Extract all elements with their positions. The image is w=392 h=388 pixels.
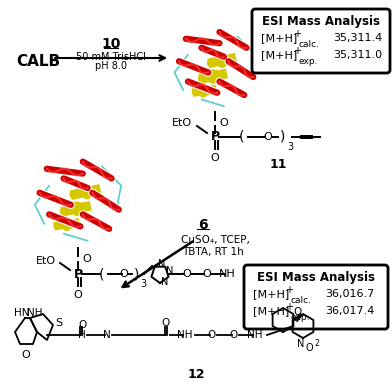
- Text: NH: NH: [219, 269, 235, 279]
- Text: 10: 10: [101, 37, 121, 51]
- Text: N: N: [166, 266, 174, 276]
- Ellipse shape: [27, 157, 129, 243]
- Text: 35,311.4: 35,311.4: [333, 33, 382, 43]
- Text: (: (: [99, 267, 105, 281]
- Text: exp.: exp.: [299, 57, 318, 66]
- Text: exp.: exp.: [291, 313, 310, 322]
- Text: O: O: [208, 330, 216, 340]
- Text: O: O: [22, 350, 30, 360]
- Text: N: N: [158, 259, 166, 269]
- Text: O: O: [294, 307, 302, 317]
- Text: O: O: [79, 320, 87, 330]
- Text: pH 8.0: pH 8.0: [95, 61, 127, 71]
- Text: CuSO₄, TCEP,: CuSO₄, TCEP,: [181, 235, 249, 245]
- Text: calc.: calc.: [299, 40, 320, 49]
- Text: O: O: [120, 269, 128, 279]
- Text: NH: NH: [177, 330, 193, 340]
- Ellipse shape: [168, 28, 262, 109]
- Text: ESI Mass Analysis: ESI Mass Analysis: [262, 16, 380, 28]
- Text: O: O: [183, 269, 191, 279]
- Text: (: (: [239, 130, 245, 144]
- Text: 12: 12: [187, 369, 205, 381]
- Text: CALB: CALB: [16, 54, 60, 69]
- Text: +: +: [293, 29, 301, 39]
- Text: O: O: [162, 318, 170, 328]
- Text: 50 mM TrisHCl: 50 mM TrisHCl: [76, 52, 146, 62]
- Text: 6: 6: [198, 218, 208, 232]
- Text: ): ): [134, 267, 140, 281]
- Text: O: O: [230, 330, 238, 340]
- Text: HN: HN: [14, 308, 30, 318]
- Text: EtO: EtO: [172, 118, 192, 128]
- Text: N: N: [297, 339, 305, 349]
- Text: [M+H]: [M+H]: [253, 289, 289, 299]
- Text: N: N: [162, 277, 169, 287]
- Text: ): ): [280, 130, 285, 144]
- Text: TBTA, RT 1h: TBTA, RT 1h: [182, 247, 244, 257]
- FancyBboxPatch shape: [252, 9, 390, 73]
- Text: [M+H]: [M+H]: [261, 33, 297, 43]
- Text: NH: NH: [27, 308, 43, 318]
- Text: 3: 3: [140, 279, 146, 289]
- Text: S: S: [55, 318, 62, 328]
- Text: 11: 11: [269, 158, 287, 171]
- Text: calc.: calc.: [291, 296, 312, 305]
- Text: O: O: [264, 132, 272, 142]
- Text: NH: NH: [247, 330, 263, 340]
- Text: 2: 2: [315, 340, 319, 348]
- Text: O: O: [305, 343, 313, 353]
- Text: O: O: [219, 118, 228, 128]
- Text: P: P: [73, 267, 83, 281]
- Text: 36,016.7: 36,016.7: [325, 289, 374, 299]
- FancyBboxPatch shape: [244, 265, 388, 329]
- Text: O: O: [82, 254, 91, 264]
- Text: H: H: [78, 330, 86, 340]
- Text: O: O: [74, 290, 82, 300]
- Text: 35,311.0: 35,311.0: [333, 50, 382, 60]
- Text: [M+H]: [M+H]: [253, 306, 289, 316]
- Text: EtO: EtO: [36, 256, 56, 266]
- Text: O: O: [203, 269, 211, 279]
- Text: +: +: [285, 285, 293, 295]
- Text: O: O: [211, 153, 220, 163]
- Text: +: +: [293, 46, 301, 56]
- Text: 3: 3: [287, 142, 293, 152]
- Text: N: N: [103, 330, 111, 340]
- Text: +: +: [285, 302, 293, 312]
- Text: [M+H]: [M+H]: [261, 50, 297, 60]
- Text: 36,017.4: 36,017.4: [325, 306, 374, 316]
- Text: ESI Mass Analysis: ESI Mass Analysis: [257, 272, 375, 284]
- Text: P: P: [211, 130, 220, 144]
